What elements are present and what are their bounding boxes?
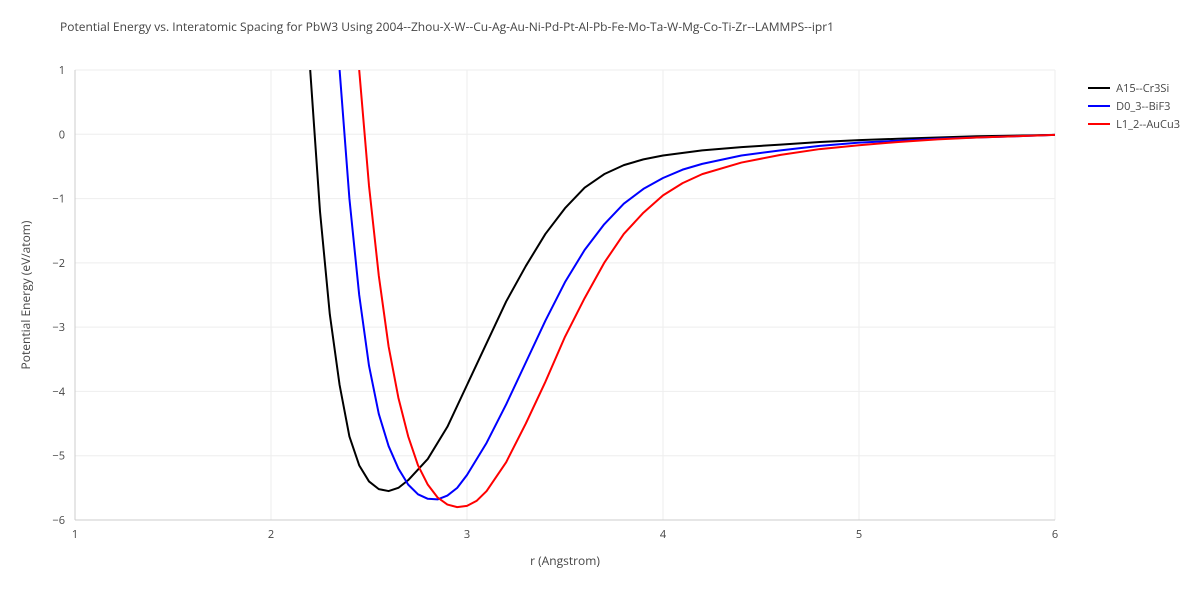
svg-text:−1: −1	[52, 192, 65, 207]
legend-swatch	[1088, 123, 1110, 125]
svg-text:−2: −2	[52, 256, 65, 271]
svg-text:6: 6	[1052, 527, 1058, 542]
legend-swatch	[1088, 87, 1110, 89]
svg-text:3: 3	[464, 527, 470, 542]
svg-text:−5: −5	[52, 449, 65, 464]
legend-label: L1_2--AuCu3	[1116, 117, 1180, 132]
svg-text:0: 0	[59, 127, 65, 142]
data-series	[310, 70, 1055, 507]
svg-text:−4: −4	[52, 384, 65, 399]
legend-item[interactable]: D0_3--BiF3	[1088, 98, 1180, 114]
legend-label: D0_3--BiF3	[1116, 99, 1170, 114]
svg-text:1: 1	[59, 63, 65, 78]
chart-container: Potential Energy vs. Interatomic Spacing…	[0, 0, 1200, 600]
legend-item[interactable]: A15--Cr3Si	[1088, 80, 1180, 96]
y-axis-label: Potential Energy (eV/atom)	[17, 220, 34, 369]
svg-text:5: 5	[856, 527, 862, 542]
legend: A15--Cr3Si D0_3--BiF3 L1_2--AuCu3	[1088, 80, 1180, 134]
svg-text:1: 1	[72, 527, 78, 542]
legend-swatch	[1088, 105, 1110, 107]
legend-label: A15--Cr3Si	[1116, 81, 1169, 96]
svg-text:−3: −3	[52, 320, 65, 335]
svg-text:−6: −6	[52, 513, 65, 528]
x-axis-label: r (Angstrom)	[530, 552, 600, 569]
legend-item[interactable]: L1_2--AuCu3	[1088, 116, 1180, 132]
plot-svg: 1 2 3 4 5 6 −6 −5 −4 −3 −2 −1 0 1 r (Angstrom) Potent…	[0, 0, 1200, 600]
svg-text:4: 4	[660, 527, 667, 542]
svg-text:2: 2	[268, 527, 274, 542]
